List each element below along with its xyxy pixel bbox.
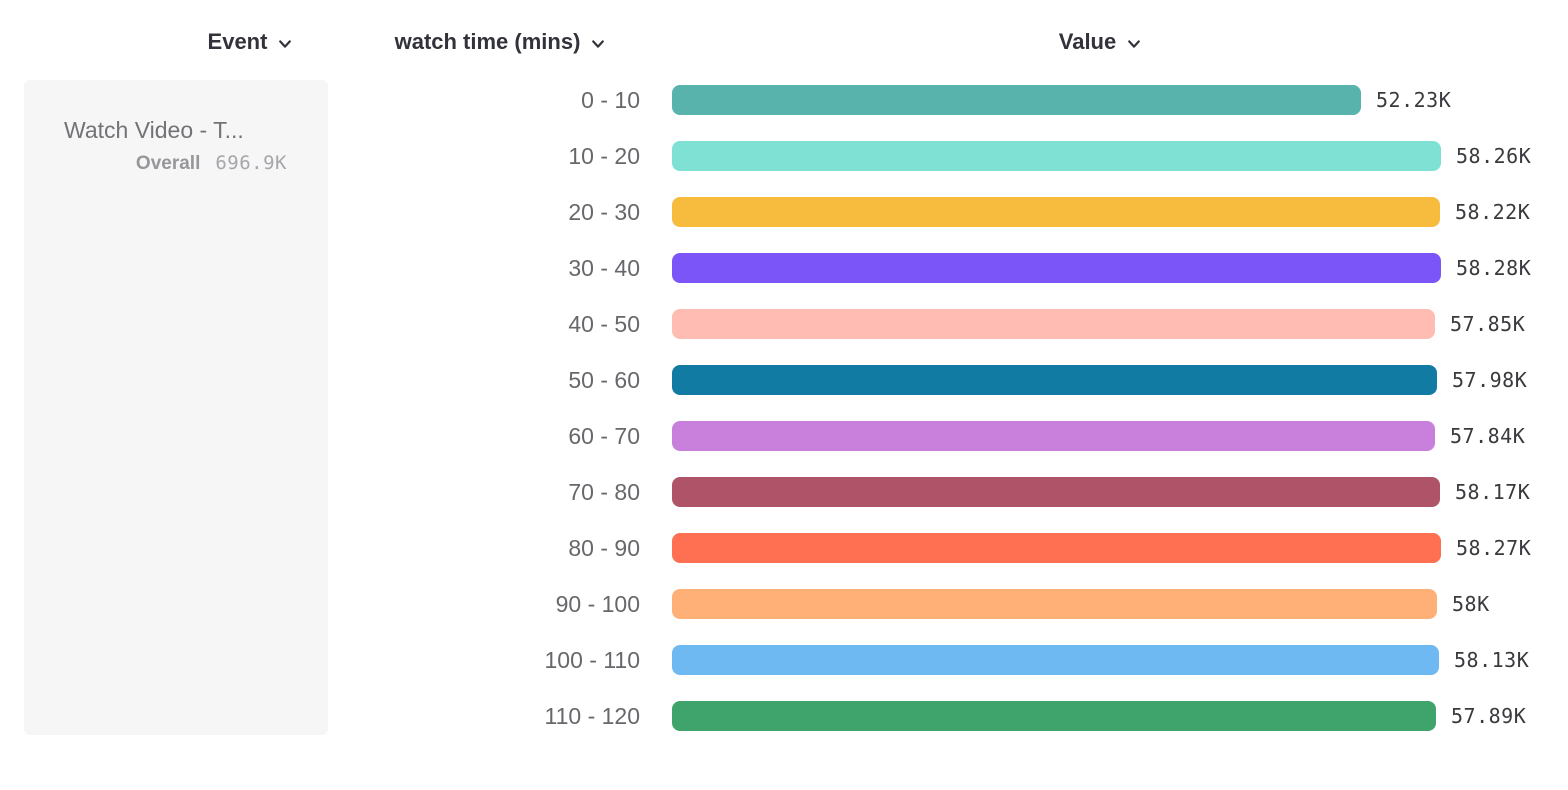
bar-segment[interactable] xyxy=(672,141,1441,171)
chart-row: 90 - 100 58K xyxy=(520,576,1568,632)
bar-value: 58.26K xyxy=(1456,144,1532,168)
chart-row: 20 - 30 58.22K xyxy=(520,184,1568,240)
bar-segment[interactable] xyxy=(672,477,1440,507)
bar-value: 58K xyxy=(1452,592,1490,616)
bar-value: 57.89K xyxy=(1451,704,1527,728)
event-header-label: Event xyxy=(207,29,268,54)
bar-value: 58.13K xyxy=(1454,648,1530,672)
bucket-label: 30 - 40 xyxy=(568,254,640,281)
bar-value: 52.23K xyxy=(1376,88,1452,112)
chart-row: 100 - 110 58.13K xyxy=(520,632,1568,688)
chart-row: 110 - 120 57.89K xyxy=(520,688,1568,744)
bucket-label: 0 - 10 xyxy=(581,86,640,113)
bar-segment[interactable] xyxy=(672,645,1439,675)
bar-segment[interactable] xyxy=(672,253,1441,283)
chart-row: 70 - 80 58.17K xyxy=(520,464,1568,520)
bucket-label: 50 - 60 xyxy=(568,366,640,393)
bucket-label: 40 - 50 xyxy=(568,310,640,337)
bucket-label: 90 - 100 xyxy=(555,590,640,617)
breakdown-header-label: watch time (mins) xyxy=(394,29,581,54)
bucket-label: 20 - 30 xyxy=(568,198,640,225)
chart-row: 50 - 60 57.98K xyxy=(520,352,1568,408)
chart-row: 10 - 20 58.26K xyxy=(520,128,1568,184)
chart-row: 40 - 50 57.85K xyxy=(520,296,1568,352)
bar-segment[interactable] xyxy=(672,533,1441,563)
event-title: Watch Video - T... xyxy=(64,117,244,143)
chevron-down-icon xyxy=(1127,39,1141,49)
bar-segment[interactable] xyxy=(672,85,1361,115)
chart-row: 30 - 40 58.28K xyxy=(520,240,1568,296)
overall-value: 696.9K xyxy=(215,152,287,174)
breakdown-column-header[interactable]: watch time (mins) xyxy=(360,24,640,60)
bar-segment[interactable] xyxy=(672,197,1440,227)
bucket-label: 110 - 120 xyxy=(544,702,640,729)
bar-segment[interactable] xyxy=(672,701,1436,731)
bucket-label: 100 - 110 xyxy=(544,646,640,673)
bar-segment[interactable] xyxy=(672,589,1437,619)
bucket-label: 70 - 80 xyxy=(568,478,640,505)
bar-segment[interactable] xyxy=(672,365,1437,395)
overall-label: Overall xyxy=(135,153,201,174)
chevron-down-icon xyxy=(591,39,605,49)
event-column-header[interactable]: Event xyxy=(160,24,340,60)
chart-rows: 0 - 10 52.23K 10 - 20 58.26K 20 - 30 58.22K 30… xyxy=(520,72,1568,744)
bar-segment[interactable] xyxy=(672,421,1435,451)
bucket-label: 10 - 20 xyxy=(568,142,640,169)
bar-value: 58.28K xyxy=(1456,256,1532,280)
bar-value: 58.22K xyxy=(1455,200,1531,224)
overall-line: Overall 696.9K xyxy=(64,152,287,175)
event-card[interactable]: Watch Video - T... Overall 696.9K xyxy=(24,80,328,735)
value-header-label: Value xyxy=(1058,29,1117,54)
chart-row: 60 - 70 57.84K xyxy=(520,408,1568,464)
bar-value: 58.27K xyxy=(1456,536,1532,560)
bar-segment[interactable] xyxy=(672,309,1435,339)
chart-row: 80 - 90 58.27K xyxy=(520,520,1568,576)
value-column-header[interactable]: Value xyxy=(990,24,1210,60)
bar-value: 57.98K xyxy=(1452,368,1528,392)
bucket-label: 60 - 70 xyxy=(568,422,640,449)
bucket-label: 80 - 90 xyxy=(568,534,640,561)
bar-value: 57.84K xyxy=(1450,424,1526,448)
bar-value: 58.17K xyxy=(1455,480,1531,504)
chart-row: 0 - 10 52.23K xyxy=(520,72,1568,128)
bar-value: 57.85K xyxy=(1450,312,1526,336)
chevron-down-icon xyxy=(278,39,292,49)
